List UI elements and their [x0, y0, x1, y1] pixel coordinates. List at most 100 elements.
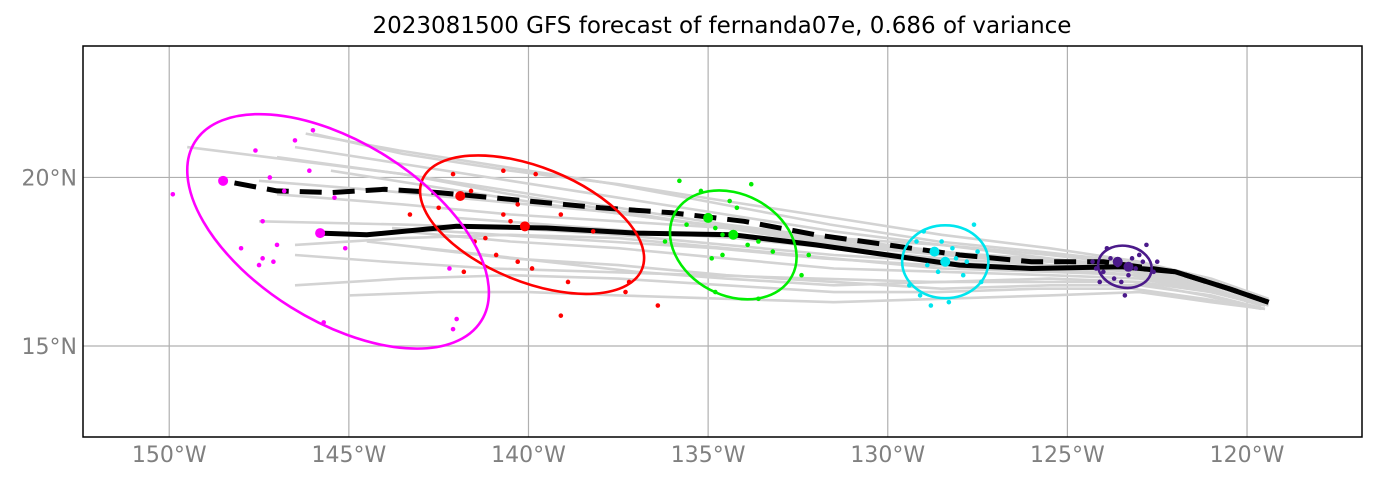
ensemble-point-t1	[914, 239, 919, 244]
mean-marker-solid-t1	[940, 256, 951, 267]
ensemble-point-t3	[407, 212, 413, 217]
ensemble-point-t4	[292, 138, 298, 143]
ensemble-point-t1	[928, 303, 934, 308]
x-tick-label: 145°W	[311, 443, 386, 468]
x-tick-label: 135°W	[671, 443, 746, 468]
ensemble-point-t4	[260, 256, 265, 261]
ensemble-point-t2	[709, 256, 715, 261]
ensemble-point-t2	[799, 272, 804, 278]
ensemble-point-t2	[713, 225, 718, 231]
ensemble-point-t3	[623, 289, 628, 295]
ensemble-point-t3	[529, 266, 535, 271]
ensemble-point-t0	[1154, 259, 1160, 265]
ensemble-point-t0	[1101, 269, 1106, 275]
ellipse-t1	[900, 224, 990, 300]
ensemble-point-t3	[508, 218, 513, 224]
ensemble-point-t4	[260, 218, 265, 224]
ensemble-point-t2	[806, 252, 812, 258]
ensemble-point-t3	[501, 168, 506, 174]
ensemble-point-t1	[953, 256, 959, 261]
mean-track-solid	[320, 223, 1270, 305]
ellipse-t2	[668, 189, 798, 301]
ensemble-point-t2	[720, 232, 725, 238]
ensemble-point-t1	[975, 249, 980, 254]
ensemble-point-t4	[310, 127, 316, 133]
ensemble-point-t3	[436, 205, 441, 211]
x-tick-label: 130°W	[850, 443, 925, 468]
ensemble-point-t3	[590, 229, 596, 234]
ensemble-point-t1	[964, 259, 970, 265]
grid-lines	[83, 46, 1362, 437]
mean-marker-dashed-t1	[929, 246, 940, 257]
ensemble-point-t4	[267, 175, 273, 180]
ensemble-point-t0	[1136, 252, 1142, 258]
mean-marker-dashed-t4	[218, 175, 229, 186]
ensemble-point-t3	[493, 252, 499, 258]
ensemble-point-t3	[483, 235, 488, 241]
ensemble-point-t3	[533, 171, 538, 177]
x-tick-label: 140°W	[491, 443, 566, 468]
y-tick-label: 15°N	[22, 335, 77, 360]
mean-marker-solid-t2	[728, 229, 739, 240]
ensemble-point-t1	[924, 262, 930, 268]
ensemble-track	[391, 226, 1262, 307]
ensemble-point-t2	[684, 222, 689, 227]
y-tick-label: 20°N	[22, 166, 77, 191]
ensemble-point-t1	[960, 272, 966, 278]
ensemble-point-t4	[450, 326, 456, 332]
ensemble-point-t4	[281, 188, 287, 194]
ensemble-point-t3	[558, 313, 564, 318]
ensemble-point-t0	[1097, 279, 1103, 285]
ensemble-track	[312, 132, 1270, 301]
ensemble-point-t2	[756, 239, 761, 244]
ensemble-point-t2	[720, 252, 725, 258]
ensemble-point-t2	[677, 178, 682, 184]
ensemble-point-t4	[454, 316, 459, 322]
ensemble-point-t4	[447, 266, 452, 271]
ensemble-point-t2	[727, 198, 732, 204]
x-tick-label: 120°W	[1210, 443, 1285, 468]
ensemble-point-t1	[935, 269, 941, 275]
ensemble-point-t1	[939, 239, 944, 244]
ensemble-point-t2	[770, 249, 776, 254]
axis-ticks: 150°W 145°W 140°W 135°W 130°W 125°W 120°W 15°N 2…	[22, 166, 1285, 468]
ensemble-point-t1	[950, 245, 955, 251]
mean-marker-solid-t3	[519, 221, 530, 232]
mean-position-markers	[218, 175, 1134, 272]
ensemble-point-t4	[307, 168, 312, 174]
ensemble-point-t4	[274, 242, 280, 248]
ensemble-point-t0	[1133, 266, 1138, 271]
ensemble-point-t4	[238, 245, 244, 251]
plot-frame	[82, 45, 1363, 438]
ensemble-point-t3	[461, 269, 467, 275]
mean-marker-solid-t4	[315, 228, 326, 239]
ensemble-point-t4	[170, 192, 176, 197]
ensemble-point-t4	[332, 195, 337, 200]
chart-title: 2023081500 GFS forecast of fernanda07e, …	[373, 13, 1072, 39]
ensemble-points	[170, 127, 1160, 332]
ensemble-point-t0	[1126, 272, 1131, 278]
ensemble-point-t1	[917, 293, 923, 298]
ensemble-point-t4	[342, 245, 348, 251]
ensemble-point-t3	[450, 171, 456, 177]
mean-marker-solid-t0	[1123, 261, 1134, 272]
ensemble-point-t3	[565, 279, 571, 285]
ensemble-point-t4	[256, 262, 262, 268]
ensemble-point-t1	[946, 299, 952, 305]
ensemble-point-t4	[271, 259, 276, 265]
ensemble-point-t2	[748, 181, 754, 187]
ensemble-point-t3	[515, 202, 521, 207]
ensemble-point-t3	[501, 212, 506, 217]
ensemble-point-t0	[1090, 259, 1095, 265]
x-tick-label: 150°W	[132, 443, 207, 468]
mean-marker-dashed-t3	[455, 190, 466, 201]
x-tick-label: 125°W	[1030, 443, 1105, 468]
ensemble-point-t1	[971, 222, 977, 227]
ensemble-point-t0	[1129, 256, 1135, 261]
ensemble-point-t2	[745, 242, 750, 248]
ensemble-point-t3	[515, 259, 521, 265]
ensemble-point-t3	[558, 212, 564, 217]
spread-ellipses	[185, 112, 1153, 350]
ensemble-point-t4	[253, 148, 258, 153]
